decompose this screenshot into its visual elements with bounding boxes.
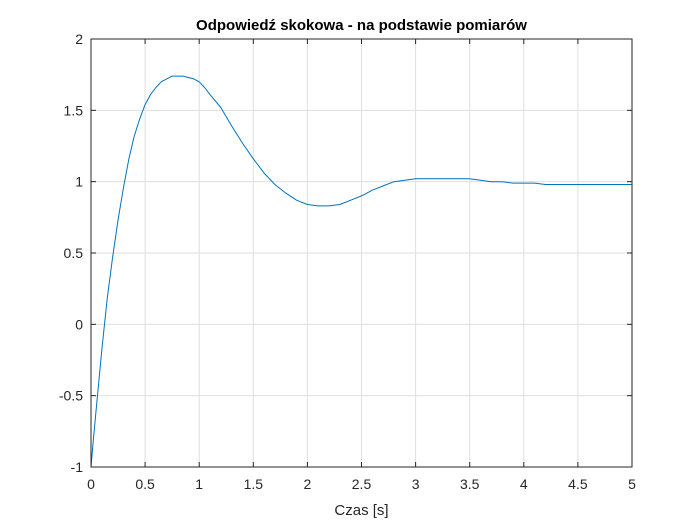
x-tick-label: 2 (304, 476, 312, 492)
x-tick-label: 0.5 (135, 476, 155, 492)
ticks (90, 38, 633, 468)
y-tick-label: 0 (75, 316, 83, 332)
x-tick-label: 1.5 (244, 476, 264, 492)
x-tick-label: 5 (628, 476, 636, 492)
y-tick-label: 2 (75, 31, 83, 47)
tick-labels: 0 0.5 1 1.5 2 2.5 3 3.5 4 4.5 5 -1 -0.5 0 0.5 1 1.5 2 (59, 31, 636, 492)
x-tick-label: 4.5 (568, 476, 588, 492)
y-tick-label: -0.5 (59, 388, 83, 404)
x-tick-label: 3.5 (460, 476, 480, 492)
x-tick-label: 3 (412, 476, 420, 492)
y-tick-label: 0.5 (64, 245, 84, 261)
chart-title: Odpowiedź skokowa - na podstawie pomiaró… (196, 17, 527, 34)
series-line-0 (90, 75, 632, 468)
y-tick-label: -1 (71, 459, 84, 475)
y-tick-label: 1 (75, 174, 83, 190)
x-tick-label: 1 (195, 476, 203, 492)
x-tick-label: 2.5 (352, 476, 372, 492)
series-layer (90, 75, 632, 468)
x-axis-label: Czas [s] (334, 502, 388, 519)
y-tick-label: 1.5 (64, 102, 84, 118)
x-tick-label: 0 (87, 476, 95, 492)
x-tick-label: 4 (520, 476, 528, 492)
grid (91, 39, 632, 467)
